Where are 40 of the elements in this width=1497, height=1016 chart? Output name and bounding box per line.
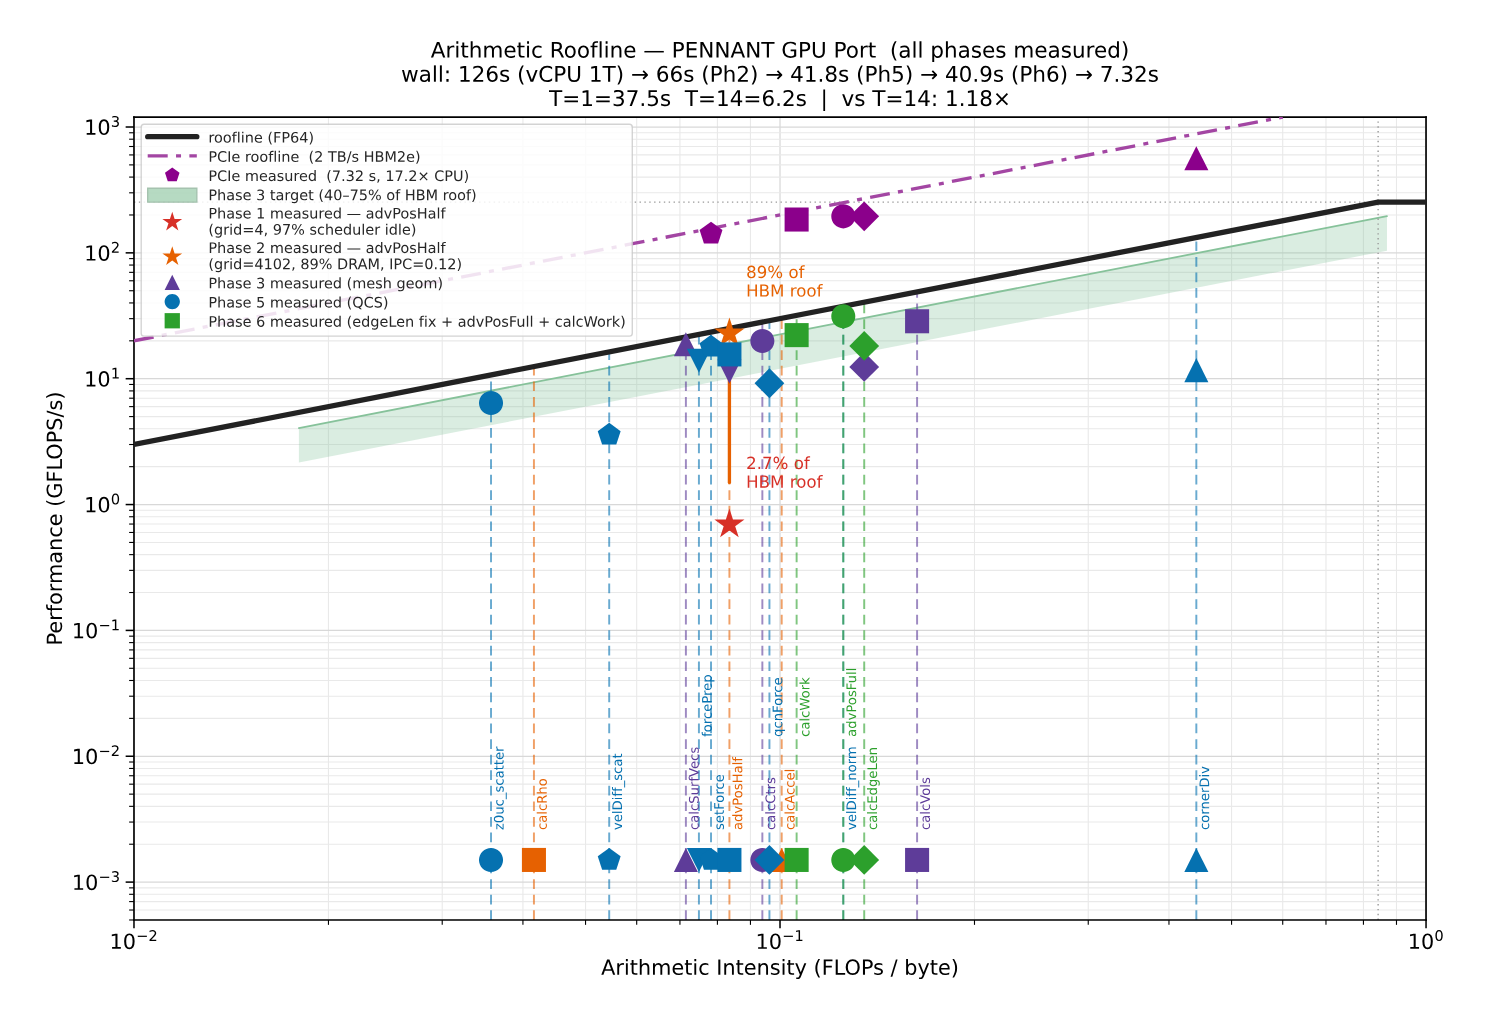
ref-line-label: calcEdgeLen: [866, 748, 880, 830]
legend-label: Phase 6 measured (edgeLen fix + advPosFull + calcWork): [209, 315, 625, 330]
ref-line-label: setForce: [714, 774, 725, 830]
ref-line-label: calcWork: [799, 677, 810, 737]
y-tick-label: 10$^{−3}$: [74, 871, 119, 891]
legend-label: Phase 2 measured — advPosHalf (grid=4102, 89% DRAM, IPC=0.12): [209, 241, 461, 273]
y-tick-label: 10$^{2}$: [86, 241, 119, 261]
y-tick-label: 10$^{0}$: [86, 493, 120, 513]
ref-line-label: velDiff_norm: [846, 747, 860, 830]
legend-label: PCIe measured (7.32 s, 17.2× CPU): [209, 170, 468, 183]
ref-line-label: qcnForce: [772, 677, 785, 737]
y-tick-label: 10$^{1}$: [86, 367, 119, 387]
ref-line-label: calcAccel: [784, 769, 795, 830]
ref-line-label: calcCtrs: [765, 777, 776, 830]
legend-label: Phase 3 target (40–75% of HBM roof): [209, 189, 476, 204]
legend-label: Phase 3 measured (mesh geom): [209, 277, 442, 292]
ref-line-label: advPosFull: [846, 668, 857, 737]
y-tick-label: 10$^{−1}$: [74, 619, 119, 639]
ref-line-label: velDiff_scat: [611, 753, 626, 830]
ref-line-label: z0uc_scatter: [493, 746, 507, 830]
y-tick-label: 10$^{3}$: [86, 115, 119, 136]
x-tick-label: 10$^{0}$: [1410, 930, 1443, 950]
ref-line-label: calcRho: [536, 778, 547, 830]
ref-line-label: calcSurfVecs: [688, 747, 699, 830]
ref-line-label: forcePrep: [701, 675, 715, 737]
legend-label: Phase 5 measured (QCS): [209, 296, 388, 310]
x-tick-label: 10$^{−2}$: [111, 930, 157, 950]
ref-line-label: advPosHalf: [732, 756, 743, 830]
legend-label: roofline (FP64): [209, 131, 313, 145]
chart-subtitle: wall: 126s (vCPU 1T) → 66s (Ph2) → 41.8s (Ph5) → 40.9s (Ph6) → 7.32s T=1=37.5s T=14=6.2s | vs T=14: 1.18×: [402, 65, 1158, 112]
x-tick-label: 10$^{−1}$: [757, 930, 803, 950]
annotation: 89% of HBM roof: [747, 265, 823, 297]
x-axis-title: Arithmetic Intensity (FLOPs / byte): [601, 958, 958, 980]
chart-title: Arithmetic Roofline — PENNANT GPU Port (all phases measured): [430, 41, 1128, 63]
legend-label: Phase 1 measured — advPosHalf (grid=4, 97% scheduler idle): [209, 207, 446, 238]
y-axis-title: Performance (GFLOPS/s): [46, 393, 65, 644]
y-tick-label: 10$^{−2}$: [74, 745, 119, 765]
legend-label: PCIe roofline (2 TB/s HBM2e): [209, 150, 420, 164]
ref-line-label: calcVols: [919, 777, 931, 830]
ref-line-label: cornerDiv: [1199, 766, 1210, 830]
